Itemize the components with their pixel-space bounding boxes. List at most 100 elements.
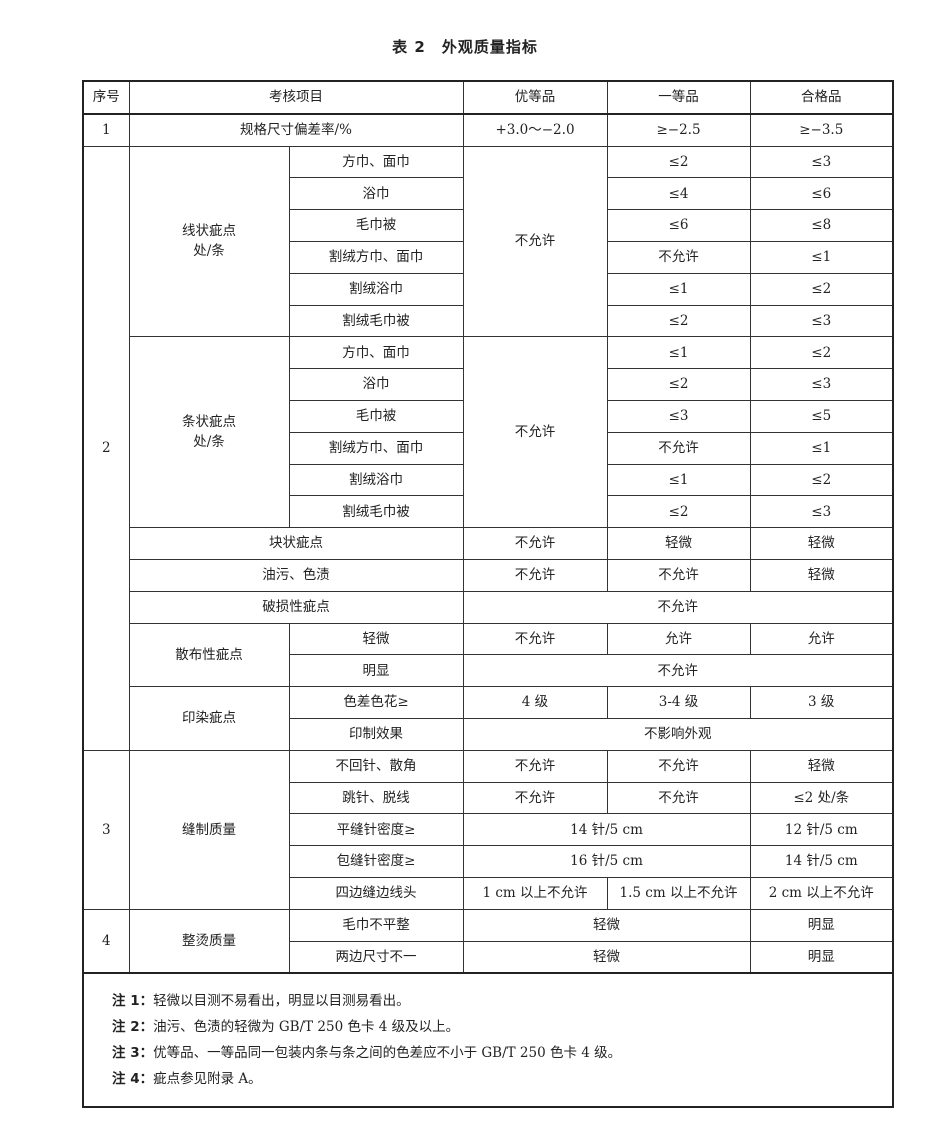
table-cell: 合格品 <box>749 80 894 115</box>
table-cell: 轻微 <box>462 908 751 942</box>
table-cell: ≤5 <box>749 399 894 433</box>
table-cell: 两边尺寸不一 <box>288 940 464 974</box>
table-cell: 轻微 <box>749 558 894 592</box>
table-cell: ≤2 <box>749 272 894 306</box>
table-cell: 不允许 <box>606 431 751 465</box>
note-label: 注 2： <box>112 1019 154 1036</box>
table-cell: ≤3 <box>606 399 751 433</box>
table-cell: 割绒毛巾被 <box>288 495 464 529</box>
table-row: 毛巾被 ≤3 ≤5 <box>83 399 894 433</box>
table-cell: 2 <box>82 145 130 751</box>
table-row: 1 规格尺寸偏差率/% +3.0～−2.0 ≥−2.5 ≥−3.5 <box>82 113 894 147</box>
table-cell: 3 <box>82 749 130 910</box>
table-cell: ≤1 <box>749 431 894 465</box>
table-cell: 12 针/5 cm <box>749 813 894 847</box>
note: 注 1：轻微以目测不易看出，明显以目测易看出。 <box>112 988 892 1014</box>
appearance-quality-table: 序号 考核项目 优等品 一等品 合格品 1 规格尺寸偏差率/% +3.0～−2.0 ≥−2.5 ≥… <box>82 80 894 1109</box>
table-cell: 割绒浴巾 <box>288 463 464 497</box>
table-cell: 轻微 <box>749 527 894 560</box>
table-cell: ≤1 <box>606 463 751 497</box>
table-cell: 不允许 <box>462 558 608 592</box>
table-row: 2 线状疵点 处/条 方巾、面巾 不允许 ≤2 ≤3 <box>82 145 894 751</box>
table-cell: 明显 <box>288 654 464 688</box>
note: 注 3：优等品、一等品同一包装内条与条之间的色差应不小于 GB/T 250 色卡… <box>112 1040 892 1066</box>
table-cell: 4 <box>82 908 130 974</box>
table-notes: 注 1：轻微以目测不易看出，明显以目测易看出。注 2：油污、色渍的轻微为 GB/… <box>82 972 894 1108</box>
note: 注 2：油污、色渍的轻微为 GB/T 250 色卡 4 级及以上。 <box>112 1014 892 1040</box>
table-cell: 方巾、面巾 <box>288 336 464 370</box>
table-cell: 不影响外观 <box>462 717 894 751</box>
table-row: 明显 不允许 <box>83 654 894 688</box>
note: 注 4：疵点参见附录 A。 <box>112 1066 892 1092</box>
table-cell: 14 针/5 cm <box>462 813 751 847</box>
table-row: 包缝针密度≥ 16 针/5 cm 14 针/5 cm <box>83 845 894 878</box>
note-text: 轻微以目测不易看出，明显以目测易看出。 <box>153 993 410 1010</box>
table-cell: 块状疵点 <box>128 527 464 560</box>
table-cell: ≤2 <box>606 304 751 338</box>
table-cell: 优等品 <box>462 80 608 115</box>
table-cell: 油污、色渍 <box>128 558 464 592</box>
table-cell: 方巾、面巾 <box>288 145 464 179</box>
table-cell: 1 cm 以上不允许 <box>462 876 608 910</box>
table-cell: 3 级 <box>749 686 894 719</box>
table-cell: 允许 <box>606 622 751 656</box>
table-cell: 色差色花≥ <box>288 686 464 719</box>
table-cell: ≤4 <box>606 177 751 211</box>
table-cell: 轻微 <box>288 622 464 656</box>
table-cell: 不允许 <box>606 749 751 783</box>
table-cell: ≤1 <box>606 272 751 306</box>
note-label: 注 4： <box>112 1071 154 1088</box>
table-cell: ≤1 <box>749 240 894 274</box>
table-cell: ≤3 <box>749 368 894 401</box>
table-cell: 考核项目 <box>128 80 464 115</box>
table-cell: 16 针/5 cm <box>462 845 751 878</box>
table-row: 割绒方巾、面巾 不允许 ≤1 <box>83 240 894 274</box>
table-cell: 不允许 <box>606 781 751 815</box>
table-cell: ≥−3.5 <box>749 113 894 147</box>
note-label: 注 1： <box>112 993 154 1010</box>
table-cell: 允许 <box>749 622 894 656</box>
table-row: 3 缝制质量 不回针、散角 不允许 不允许 轻微 <box>82 749 894 910</box>
table-cell: 包缝针密度≥ <box>288 845 464 878</box>
table-cell: 明显 <box>749 940 894 974</box>
table-row: 割绒浴巾 ≤1 ≤2 <box>83 463 894 497</box>
table-cell: 印制效果 <box>288 717 464 751</box>
table-cell: 不回针、散角 <box>288 749 464 783</box>
table-cell: 14 针/5 cm <box>749 845 894 878</box>
notes-row: 注 1：轻微以目测不易看出，明显以目测易看出。注 2：油污、色渍的轻微为 GB/… <box>82 972 894 1108</box>
table-cell: 轻微 <box>462 940 751 974</box>
table-cell: ≤2 处/条 <box>749 781 894 815</box>
table-cell: 割绒浴巾 <box>288 272 464 306</box>
table-cell: ≥−2.5 <box>606 113 751 147</box>
table-cell: 轻微 <box>749 749 894 783</box>
table-cell: 不允许 <box>462 590 894 624</box>
table-cell: 四边缝边线头 <box>288 876 464 910</box>
table-cell: ≤3 <box>749 304 894 338</box>
table-cell: ≤2 <box>749 336 894 370</box>
table-cell: 2 cm 以上不允许 <box>749 876 894 910</box>
table-cell: 不允许 <box>462 145 608 338</box>
table-cell: 线状疵点 处/条 <box>128 145 290 338</box>
table-row: 割绒毛巾被 ≤2 ≤3 <box>83 495 894 529</box>
table-cell: ≤2 <box>606 495 751 529</box>
table-cell: ≤3 <box>749 495 894 529</box>
table-row: 割绒浴巾 ≤1 ≤2 <box>83 272 894 306</box>
table-cell: ≤1 <box>606 336 751 370</box>
table-row: 浴巾 ≤4 ≤6 <box>83 177 894 211</box>
table-cell: 毛巾不平整 <box>288 908 464 942</box>
table-cell: 毛巾被 <box>288 399 464 433</box>
table-cell: 印染疵点 <box>128 686 290 751</box>
table-row: 条状疵点 处/条 方巾、面巾 不允许 ≤1 ≤2 <box>83 336 894 529</box>
table-cell: 跳针、脱线 <box>288 781 464 815</box>
table-cell: 平缝针密度≥ <box>288 813 464 847</box>
note-text: 疵点参见附录 A。 <box>153 1071 262 1088</box>
table-cell: ≤6 <box>749 177 894 211</box>
table-row: 破损性疵点 不允许 <box>83 590 894 624</box>
table-cell: 明显 <box>749 908 894 942</box>
table-row: 油污、色渍 不允许 不允许 轻微 <box>83 558 894 592</box>
note-text: 油污、色渍的轻微为 GB/T 250 色卡 4 级及以上。 <box>153 1019 460 1036</box>
table-cell: 不允许 <box>462 654 894 688</box>
table-cell: ≤3 <box>749 145 894 179</box>
table-cell: 割绒毛巾被 <box>288 304 464 338</box>
table-row: 散布性疵点 轻微 不允许 允许 允许 <box>83 622 894 688</box>
